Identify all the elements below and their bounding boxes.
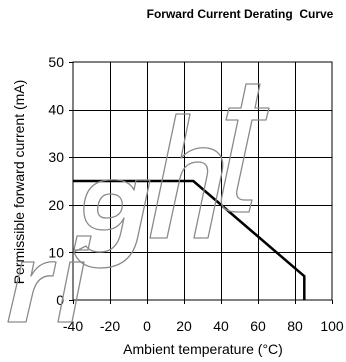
x-tick-label: -40 xyxy=(63,318,83,334)
y-axis-label: Permissible forward current (mA) xyxy=(11,80,27,285)
x-axis-label: Ambient temperature (°C) xyxy=(123,341,283,357)
x-tick-label: 60 xyxy=(250,318,266,334)
y-tick-label: 20 xyxy=(48,197,64,213)
x-tick-labels: -40 -20 0 20 40 60 80 100 xyxy=(63,318,344,334)
series-layer xyxy=(73,179,306,300)
y-tick-label: 0 xyxy=(56,292,64,308)
x-tick-label: -20 xyxy=(100,318,120,334)
tick-marks xyxy=(69,62,333,304)
y-tick-label: 40 xyxy=(48,102,64,118)
watermark-letter-g xyxy=(73,179,151,269)
x-tick-label: 20 xyxy=(176,318,192,334)
watermark-letter-r xyxy=(7,261,57,323)
watermark-letter-h xyxy=(149,113,224,239)
x-tick-label: 100 xyxy=(320,318,344,334)
watermark-letter-t xyxy=(220,83,270,213)
x-tick-label: 80 xyxy=(287,318,303,334)
derating-line xyxy=(73,179,306,300)
grid-lines xyxy=(73,62,332,300)
chart-title: Forward Current Derating Curve xyxy=(147,7,334,21)
watermark-letter-i-dot xyxy=(73,235,92,251)
y-tick-label: 10 xyxy=(48,244,64,260)
x-tick-label: 0 xyxy=(143,318,151,334)
watermark-letter-i xyxy=(57,261,85,323)
x-tick-label: 40 xyxy=(213,318,229,334)
watermark-logo xyxy=(7,83,270,323)
y-tick-label: 50 xyxy=(48,54,64,70)
y-tick-label: 30 xyxy=(48,149,64,165)
y-tick-labels: 0 10 20 30 40 50 xyxy=(48,54,64,308)
